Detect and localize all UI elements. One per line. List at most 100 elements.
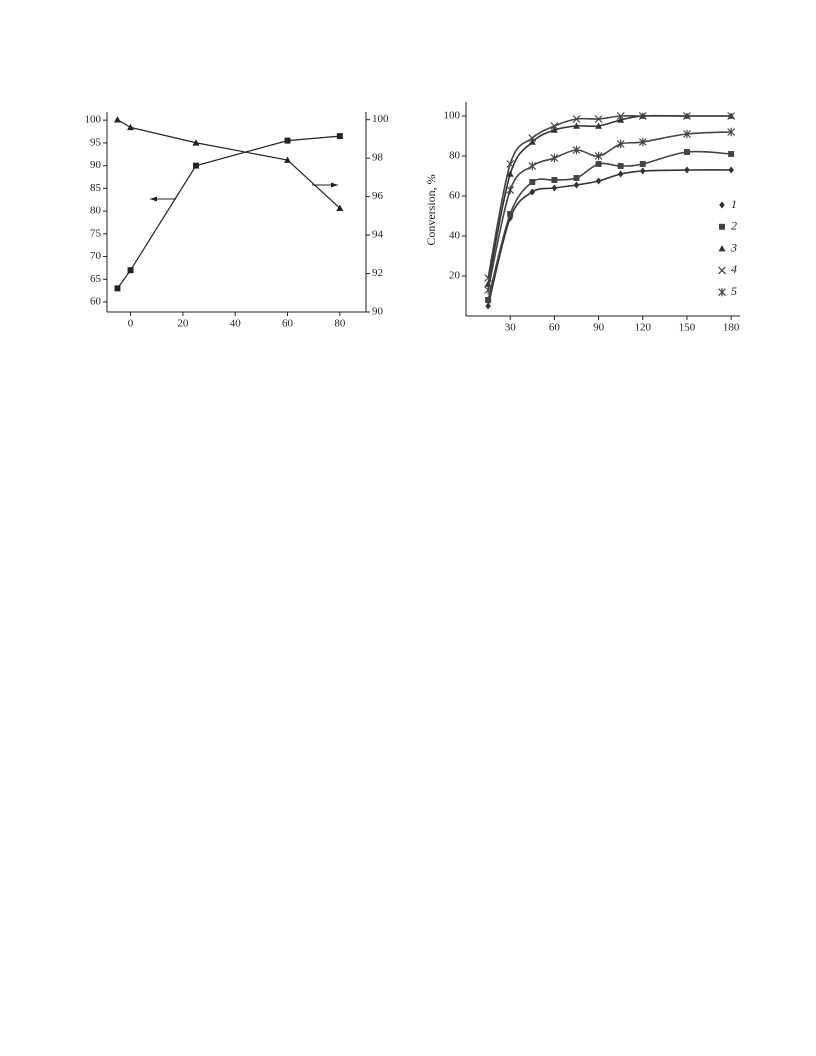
y-tick-label: 80 [90, 205, 102, 217]
data-point [550, 122, 559, 130]
data-point [594, 115, 603, 123]
x-tick-label: 20 [177, 318, 189, 330]
data-point [572, 145, 581, 155]
data-point [727, 112, 736, 120]
series-line [487, 150, 732, 301]
series-line [487, 169, 732, 307]
data-point [113, 116, 121, 123]
data-point [506, 185, 515, 195]
data-point [528, 138, 536, 145]
data-point [595, 161, 602, 167]
y-axis-label: Conversion, % [424, 174, 438, 245]
data-point [550, 153, 559, 163]
series-line [487, 114, 732, 279]
x-tick-label: 30 [505, 322, 517, 334]
data-point [336, 204, 344, 211]
x-tick-label: 60 [282, 318, 294, 330]
y-tick-label: 100 [444, 110, 461, 122]
x-tick-label: 60 [549, 322, 561, 334]
data-point [595, 122, 603, 129]
legend-marker [719, 223, 725, 230]
y2-tick-label: 98 [372, 152, 384, 164]
data-point [529, 188, 536, 196]
data-point [683, 149, 690, 155]
legend-label: 2 [731, 219, 737, 233]
data-point [506, 170, 514, 177]
x-tick-label: 0 [128, 318, 134, 330]
data-point [336, 133, 343, 140]
y-tick-label: 65 [90, 273, 102, 285]
data-point [638, 112, 647, 120]
data-point [484, 285, 493, 295]
data-point [507, 211, 514, 217]
data-point [595, 177, 602, 185]
legend-marker [718, 288, 726, 297]
x-tick-label: 150 [679, 322, 696, 334]
data-point [616, 112, 625, 120]
data-point [528, 161, 537, 171]
y2-tick-label: 90 [372, 306, 384, 318]
legend-label: 3 [730, 240, 737, 254]
data-point [573, 181, 580, 189]
data-point [639, 167, 646, 175]
data-point [572, 122, 580, 129]
data-point [528, 134, 537, 142]
data-point [683, 129, 691, 139]
data-point [683, 112, 691, 120]
y-tick-label: 20 [449, 270, 461, 282]
data-point [284, 137, 291, 144]
data-point [506, 160, 515, 168]
data-point [638, 137, 647, 147]
data-point [572, 115, 581, 123]
y-tick-label: 90 [90, 159, 102, 171]
data-point [529, 179, 536, 185]
data-point [127, 267, 134, 274]
y2-tick-label: 94 [372, 229, 384, 241]
data-point [616, 139, 625, 149]
legend-marker [718, 266, 726, 275]
x-tick-label: 40 [230, 318, 242, 330]
data-point [551, 184, 558, 192]
x-tick-label: 80 [334, 318, 346, 330]
x-tick-label: 90 [593, 322, 605, 334]
legend-marker [719, 201, 725, 209]
data-point [727, 127, 736, 137]
y-tick-label: 85 [90, 182, 102, 194]
legend-marker [718, 245, 726, 252]
y-tick-label: 95 [90, 136, 102, 148]
legend-label: 4 [731, 262, 737, 276]
data-point [617, 170, 624, 178]
data-point [192, 139, 200, 146]
data-point [551, 177, 558, 183]
series-line [117, 119, 341, 209]
y-tick-label: 80 [449, 150, 461, 162]
data-point [550, 126, 558, 133]
data-point [192, 162, 199, 169]
data-point [127, 123, 135, 131]
data-point [594, 151, 603, 161]
x-tick-label: 180 [723, 322, 740, 334]
series-line [116, 135, 340, 289]
data-point [284, 156, 292, 163]
x-tick-label: 120 [635, 322, 652, 334]
y-tick-label: 60 [449, 190, 461, 202]
data-point [617, 163, 624, 169]
legend-label: 1 [731, 197, 737, 211]
series-line [487, 114, 732, 285]
arrows [150, 182, 338, 202]
y-tick-label: 100 [85, 114, 102, 126]
y2-tick-label: 96 [372, 190, 384, 202]
y2-tick-label: 100 [372, 113, 389, 125]
series-line [487, 131, 732, 291]
y-tick-label: 40 [449, 230, 461, 242]
data-point [485, 297, 492, 303]
arrow-head [331, 182, 338, 188]
data-point [728, 151, 735, 157]
y2-tick-label: 92 [372, 267, 383, 279]
y-tick-label: 60 [90, 296, 102, 308]
data-point [639, 161, 646, 167]
data-point [485, 302, 491, 310]
y-tick-label: 75 [90, 227, 102, 239]
arrow-head [150, 196, 157, 202]
